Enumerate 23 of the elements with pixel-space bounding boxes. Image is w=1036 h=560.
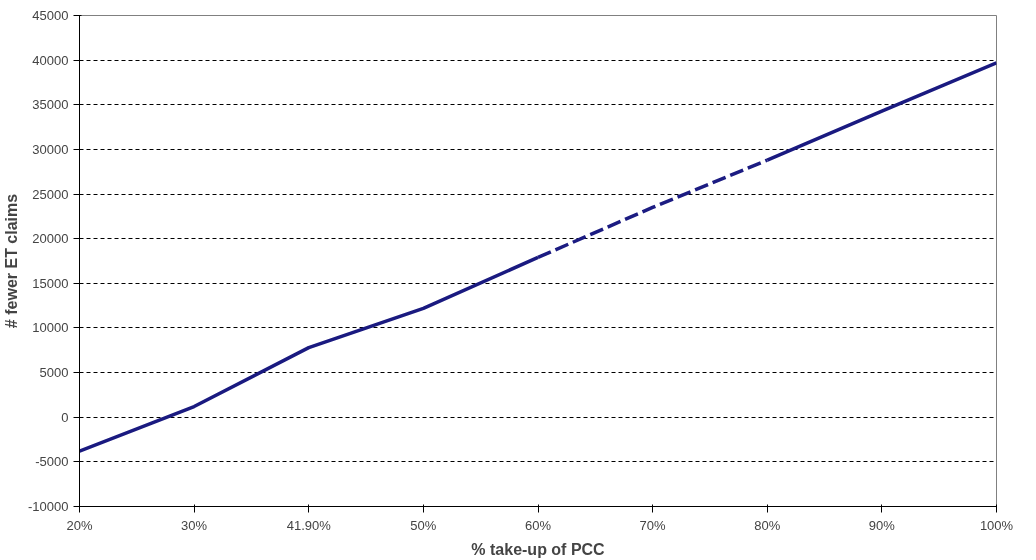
y-axis-title: # fewer ET claims bbox=[3, 193, 21, 329]
x-tick-label: 100% bbox=[979, 517, 1014, 533]
x-tick-label: 50% bbox=[410, 517, 437, 533]
y-tick-label: 35000 bbox=[32, 97, 69, 113]
y-tick-label: 30000 bbox=[32, 141, 69, 157]
y-tick-label: 5000 bbox=[39, 365, 69, 381]
y-tick-label: 40000 bbox=[32, 52, 69, 68]
x-axis-title: % take-up of PCC bbox=[471, 540, 606, 558]
y-tick-label: 0 bbox=[61, 409, 69, 425]
y-tick-label: 45000 bbox=[32, 8, 69, 23]
x-tick-label: 20% bbox=[66, 517, 93, 533]
y-tick-label: 20000 bbox=[32, 231, 69, 247]
y-tick-label: 15000 bbox=[32, 275, 69, 291]
x-tick-label: 41.90% bbox=[286, 517, 332, 533]
y-tick-label: 25000 bbox=[32, 186, 69, 202]
x-tick-label: 60% bbox=[524, 517, 552, 533]
x-tick-label: 80% bbox=[754, 517, 781, 533]
y-tick-label: -5000 bbox=[35, 454, 69, 470]
y-tick-label: 10000 bbox=[32, 320, 69, 336]
y-tick-label: -10000 bbox=[28, 499, 69, 514]
x-tick-label: 30% bbox=[181, 517, 208, 533]
x-tick-label: 90% bbox=[868, 517, 896, 533]
x-tick-label: 70% bbox=[639, 517, 667, 533]
